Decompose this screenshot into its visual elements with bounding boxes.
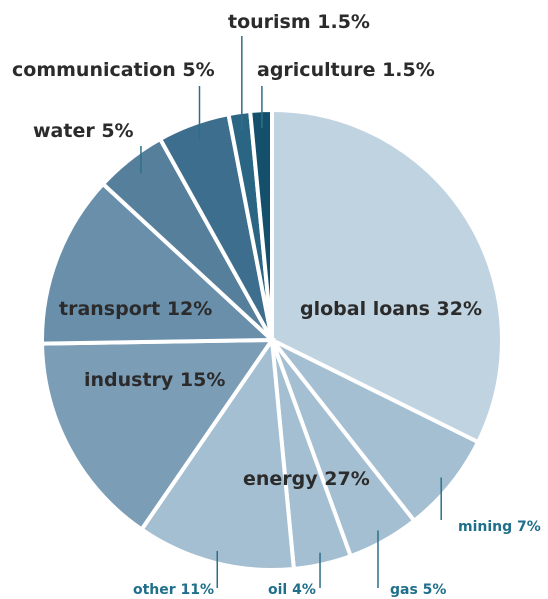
leader-lines <box>140 36 442 588</box>
label-tourism: tourism 1.5% <box>228 11 370 33</box>
label-global-loans: global loans 32% <box>300 298 482 320</box>
label-water: water 5% <box>33 120 134 142</box>
pie-slice-industry <box>39 337 276 533</box>
pie-slice-transport <box>40 181 278 346</box>
label-industry: industry 15% <box>84 369 225 391</box>
label-gas: gas 5% <box>390 582 446 598</box>
label-oil: oil 4% <box>268 582 316 598</box>
pie-slice-global <box>270 107 504 445</box>
label-mining: mining 7% <box>458 519 541 535</box>
pie-slice-agriculture <box>247 107 274 341</box>
label-communication: communication 5% <box>12 59 215 81</box>
label-energy-group: energy 27% <box>243 468 370 490</box>
pie-slices <box>39 107 504 572</box>
label-agriculture: agriculture 1.5% <box>257 59 435 81</box>
label-transport: transport 12% <box>59 298 212 320</box>
label-other: other 11% <box>133 582 214 598</box>
pie-slice-other <box>138 334 297 572</box>
